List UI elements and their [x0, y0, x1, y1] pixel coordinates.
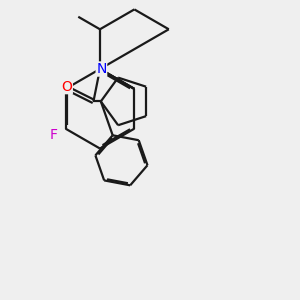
Text: F: F: [50, 128, 58, 142]
Text: O: O: [61, 80, 72, 94]
Text: N: N: [96, 62, 106, 76]
